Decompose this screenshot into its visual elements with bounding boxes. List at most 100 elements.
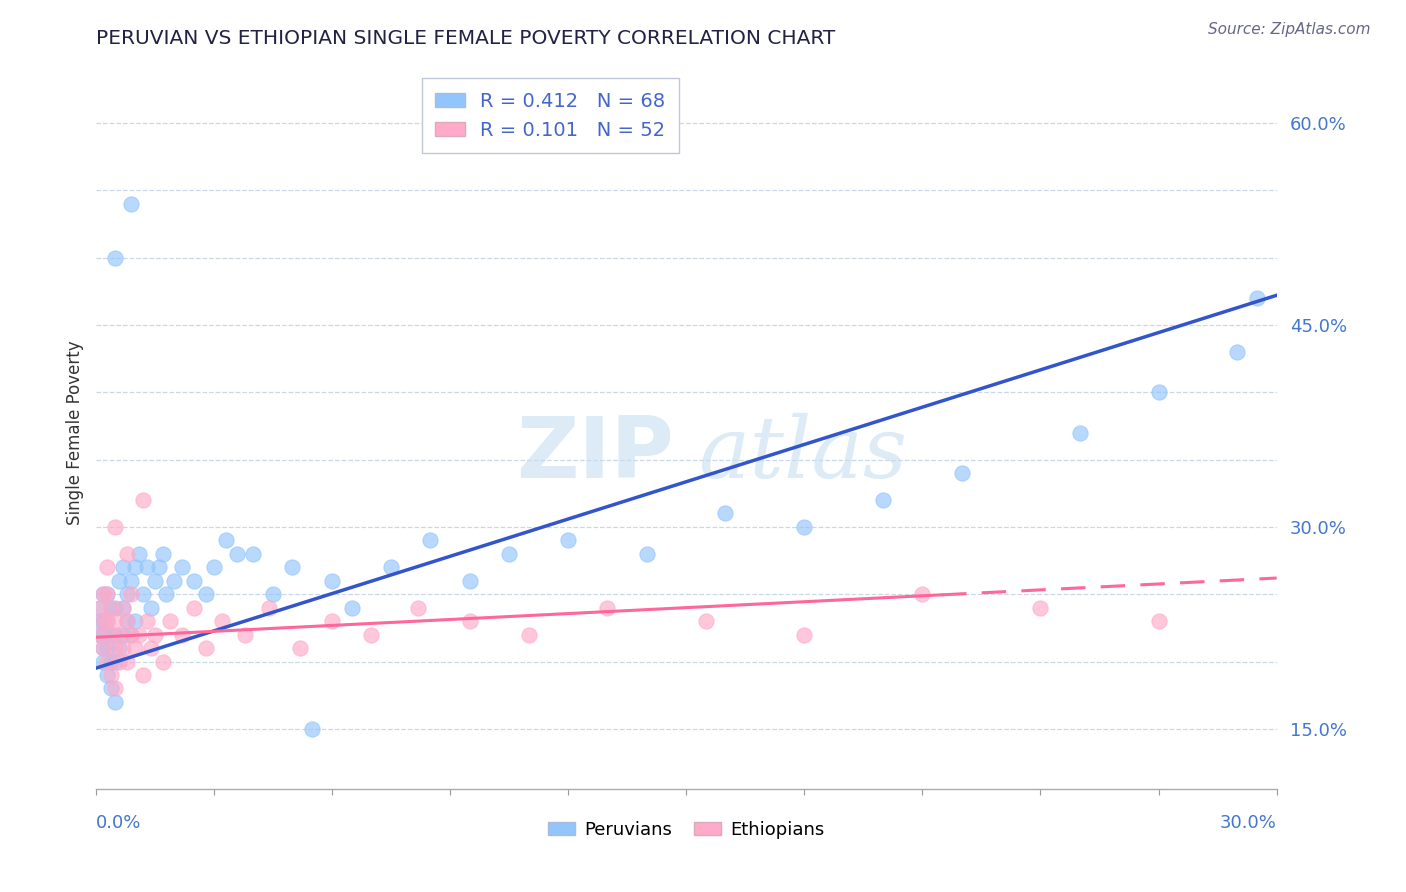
Point bbox=[139, 600, 162, 615]
Point bbox=[202, 560, 225, 574]
Point bbox=[93, 655, 115, 669]
Point bbox=[596, 600, 619, 615]
Point bbox=[124, 560, 146, 574]
Point bbox=[120, 627, 142, 641]
Point bbox=[89, 600, 111, 615]
Point bbox=[96, 560, 118, 574]
Point bbox=[115, 547, 138, 561]
Point bbox=[321, 574, 343, 588]
Text: PERUVIAN VS ETHIOPIAN SINGLE FEMALE POVERTY CORRELATION CHART: PERUVIAN VS ETHIOPIAN SINGLE FEMALE POVE… bbox=[96, 29, 835, 47]
Point bbox=[89, 627, 111, 641]
Point bbox=[714, 507, 737, 521]
Point bbox=[115, 614, 138, 628]
Point bbox=[93, 627, 115, 641]
Point bbox=[108, 627, 131, 641]
Point bbox=[104, 695, 127, 709]
Point bbox=[96, 587, 118, 601]
Point bbox=[950, 466, 973, 480]
Point bbox=[155, 587, 177, 601]
Point bbox=[120, 196, 142, 211]
Point bbox=[104, 600, 127, 615]
Point bbox=[458, 574, 481, 588]
Point bbox=[89, 627, 111, 641]
Point bbox=[872, 492, 894, 507]
Point bbox=[100, 627, 122, 641]
Point bbox=[100, 600, 122, 615]
Point bbox=[132, 492, 155, 507]
Point bbox=[163, 574, 186, 588]
Point bbox=[100, 655, 122, 669]
Point bbox=[100, 627, 122, 641]
Point bbox=[242, 547, 264, 561]
Point bbox=[1029, 600, 1052, 615]
Point bbox=[96, 641, 118, 656]
Point bbox=[89, 600, 111, 615]
Point bbox=[104, 251, 127, 265]
Point bbox=[1069, 425, 1091, 440]
Point bbox=[124, 641, 146, 656]
Point bbox=[112, 641, 135, 656]
Point bbox=[148, 560, 170, 574]
Point bbox=[517, 627, 540, 641]
Text: atlas: atlas bbox=[697, 413, 907, 495]
Point bbox=[911, 587, 934, 601]
Point bbox=[89, 614, 111, 628]
Point bbox=[290, 641, 312, 656]
Point bbox=[104, 681, 127, 696]
Point bbox=[115, 587, 138, 601]
Point bbox=[139, 641, 162, 656]
Point bbox=[93, 614, 115, 628]
Point bbox=[128, 547, 150, 561]
Point bbox=[183, 574, 205, 588]
Point bbox=[183, 600, 205, 615]
Point bbox=[152, 655, 174, 669]
Point bbox=[214, 533, 236, 548]
Point bbox=[793, 627, 815, 641]
Point bbox=[108, 655, 131, 669]
Point bbox=[108, 641, 131, 656]
Point bbox=[96, 614, 118, 628]
Point bbox=[104, 641, 127, 656]
Point bbox=[96, 587, 118, 601]
Point bbox=[100, 600, 122, 615]
Point bbox=[115, 655, 138, 669]
Point bbox=[132, 587, 155, 601]
Point bbox=[636, 547, 658, 561]
Point bbox=[301, 722, 323, 736]
Point bbox=[321, 614, 343, 628]
Point bbox=[120, 587, 142, 601]
Text: 30.0%: 30.0% bbox=[1220, 814, 1277, 831]
Point bbox=[104, 520, 127, 534]
Text: ZIP: ZIP bbox=[516, 412, 675, 496]
Point bbox=[120, 627, 142, 641]
Point bbox=[695, 614, 717, 628]
Point bbox=[135, 560, 157, 574]
Text: 0.0%: 0.0% bbox=[96, 814, 141, 831]
Point bbox=[112, 560, 135, 574]
Point bbox=[498, 547, 520, 561]
Point bbox=[120, 574, 142, 588]
Point bbox=[93, 641, 115, 656]
Point bbox=[112, 600, 135, 615]
Point bbox=[458, 614, 481, 628]
Point bbox=[96, 668, 118, 682]
Point bbox=[115, 614, 138, 628]
Point bbox=[143, 574, 166, 588]
Point bbox=[262, 587, 284, 601]
Point bbox=[104, 627, 127, 641]
Point bbox=[104, 655, 127, 669]
Point bbox=[100, 681, 122, 696]
Point bbox=[557, 533, 579, 548]
Point bbox=[233, 627, 256, 641]
Point bbox=[419, 533, 441, 548]
Point bbox=[96, 614, 118, 628]
Point bbox=[172, 560, 194, 574]
Legend: Peruvians, Ethiopians: Peruvians, Ethiopians bbox=[541, 814, 831, 846]
Point bbox=[96, 655, 118, 669]
Point bbox=[93, 641, 115, 656]
Point bbox=[152, 547, 174, 561]
Point bbox=[112, 627, 135, 641]
Point bbox=[143, 627, 166, 641]
Point bbox=[112, 600, 135, 615]
Point bbox=[340, 600, 363, 615]
